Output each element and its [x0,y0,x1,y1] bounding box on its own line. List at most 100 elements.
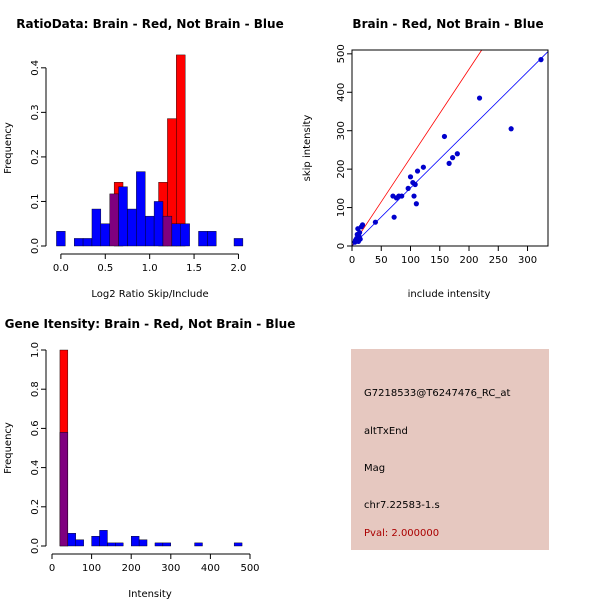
bar-blue-4 [99,530,108,547]
scatter-point-28 [454,151,460,157]
bar-blue-13 [180,223,190,247]
bar-blue-1 [67,533,76,547]
bar-blue-7 [130,536,140,547]
info-event-type: altTxEnd [364,426,408,437]
bar-blue-12 [171,223,181,247]
y-tick-label: 0.0 [30,238,41,254]
y-tick-label: 0.8 [30,381,41,397]
bar-blue-0 [59,432,69,547]
x-tick-label: 0 [49,563,55,574]
x-tick-label: 200 [122,563,141,574]
y-tick-label: 100 [336,198,347,217]
info-panel-background [351,349,549,550]
x-tick-label: 0 [349,255,355,266]
x-tick-label: 100 [401,255,420,266]
bar-blue-0 [56,231,66,247]
x-tick-label: 300 [518,255,537,266]
intensity-scatter: Brain - Red, Not Brain - Blue include in… [302,17,549,300]
scatter-point-31 [538,57,544,63]
intensity-scatter-xlabel: include intensity [408,289,491,300]
ratio-histogram: RatioData: Brain - Red, Not Brain - Blue… [3,17,284,300]
info-probe-id: G7218533@T6247476_RC_at [364,388,510,399]
bar-blue-10 [162,542,172,547]
bar-blue-5 [107,542,116,547]
gene-intensity-ylabel: Frequency [3,422,14,474]
scatter-point-24 [420,164,426,170]
scatter-point-26 [446,160,452,166]
y-tick-label: 0.4 [30,60,41,76]
scatter-point-29 [476,95,483,101]
info-category: Mag [364,463,385,474]
x-tick-label: 300 [161,563,180,574]
x-tick-label: 400 [201,563,220,574]
scatter-point-13 [391,214,397,220]
bar-blue-12 [233,542,243,547]
x-tick-label: 500 [240,563,259,574]
scatter-point-22 [413,201,419,207]
x-tick-label: 0.0 [53,263,69,274]
y-tick-label: 0 [336,243,347,249]
scatter-line-fit-blue [351,51,549,247]
scatter-point-18 [407,174,414,180]
scatter-point-23 [414,168,421,174]
y-tick-label: 1.0 [30,342,41,358]
scatter-point-17 [405,185,411,191]
bar-blue-2 [75,539,84,547]
bar-blue-8 [136,171,146,247]
scatter-point-25 [441,133,448,140]
x-tick-label: 50 [375,255,388,266]
scatter-point-20 [411,193,417,199]
gene-intensity-xlabel: Intensity [128,589,172,600]
x-tick-label: 2.0 [231,263,247,274]
bar-blue-9 [145,215,155,247]
scatter-point-27 [450,155,456,161]
info-panel: G7218533@T6247476_RC_at altTxEnd Mag chr… [351,349,549,550]
gene-intensity-histogram: Gene Itensity: Brain - Red, Not Brain - … [3,317,295,600]
intensity-scatter-title: Brain - Red, Not Brain - Blue [352,17,543,31]
scatter-point-11 [372,219,379,225]
x-tick-label: 1.5 [186,263,202,274]
y-tick-label: 0.6 [30,420,41,436]
bar-blue-7 [127,208,137,247]
y-tick-label: 0.0 [30,538,41,554]
bar-blue-3 [91,208,102,247]
y-tick-label: 300 [336,121,347,140]
bar-blue-15 [207,231,217,247]
bar-blue-14 [198,231,208,247]
intensity-scatter-ylabel: skip intensity [302,115,313,182]
scatter-point-8 [357,236,363,242]
x-tick-label: 200 [459,255,478,266]
scatter-point-16 [399,193,405,199]
bar-blue-5 [109,193,119,247]
bar-blue-6 [115,542,124,547]
bar-blue-1 [73,238,84,247]
y-tick-label: 200 [336,160,347,179]
x-tick-label: 250 [489,255,508,266]
info-pval: Pval: 2.000000 [364,528,439,539]
ratio-histogram-ylabel: Frequency [3,122,14,174]
bar-blue-11 [194,542,203,547]
scatter-point-10 [359,222,366,228]
y-tick-label: 0.3 [30,104,41,120]
y-tick-label: 500 [336,44,347,63]
bar-blue-8 [138,539,148,547]
bar-blue-11 [162,215,173,247]
ratio-histogram-xlabel: Log2 Ratio Skip/Include [91,289,208,300]
x-tick-label: 100 [82,563,101,574]
scatter-point-21 [412,181,418,188]
ratio-histogram-title: RatioData: Brain - Red, Not Brain - Blue [16,17,283,31]
bar-blue-10 [153,201,164,247]
bar-blue-16 [233,238,244,247]
x-tick-label: 1.0 [142,263,158,274]
scatter-point-30 [508,126,514,132]
bar-blue-3 [91,536,100,547]
info-location: chr7.22583-1.s [364,500,440,511]
bar-red-3 [176,54,186,247]
y-tick-label: 400 [336,83,347,102]
bar-blue-4 [100,223,110,247]
y-tick-label: 0.2 [30,499,41,515]
y-tick-label: 0.2 [30,149,41,165]
gene-intensity-title: Gene Itensity: Brain - Red, Not Brain - … [5,317,296,331]
x-tick-label: 150 [430,255,449,266]
